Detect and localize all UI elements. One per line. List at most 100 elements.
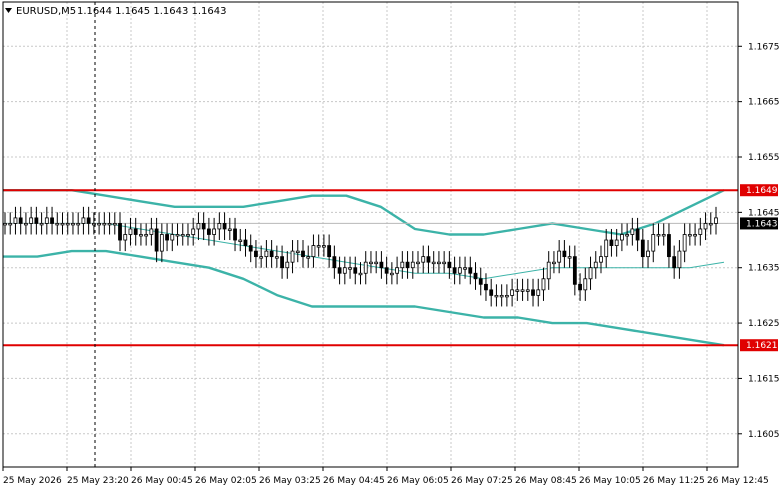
x-tick-label: 25 May 2026 — [3, 476, 62, 486]
candle-body — [301, 250, 305, 258]
candle-body — [118, 223, 122, 241]
candle — [217, 212, 222, 241]
candle-body — [3, 223, 7, 226]
candle-body — [687, 234, 692, 237]
candle-body — [599, 256, 603, 263]
y-tick-label: 1.1675 — [748, 42, 780, 52]
candle-body — [635, 228, 640, 241]
candle-body — [254, 250, 258, 258]
candle-body — [358, 272, 363, 276]
candle-body — [614, 239, 619, 246]
candle-body — [452, 267, 457, 274]
candle — [248, 234, 253, 263]
candle-body — [557, 250, 562, 263]
candle-body — [593, 261, 598, 269]
candle — [619, 223, 624, 252]
candle — [677, 240, 682, 279]
candle — [640, 228, 645, 268]
candle-body — [567, 256, 572, 259]
candle-body — [186, 234, 190, 237]
candle-body — [222, 223, 227, 230]
candle — [86, 206, 91, 235]
candle-body — [180, 234, 185, 237]
candle — [107, 212, 112, 235]
candle-body — [578, 283, 582, 291]
candle-body — [13, 217, 18, 224]
candle — [667, 223, 671, 268]
x-tick-label: 26 May 08:45 — [515, 476, 577, 486]
candle — [81, 206, 86, 235]
candle-body — [651, 234, 656, 252]
candle-body — [499, 294, 504, 298]
candle-body — [421, 256, 426, 263]
candle-body — [227, 228, 232, 231]
candle-body — [656, 234, 661, 237]
candle-body — [337, 267, 342, 274]
candle-body — [332, 256, 337, 269]
candle-body — [201, 223, 206, 230]
candle — [159, 223, 164, 263]
candle — [60, 212, 65, 235]
current-price-label: 1.1643 — [746, 219, 778, 229]
candle — [186, 223, 190, 246]
candle — [468, 256, 473, 285]
candle — [442, 251, 447, 274]
candle-body — [682, 234, 687, 252]
candle-body — [504, 294, 509, 298]
bollinger-bands — [3, 189, 725, 347]
candle-body — [588, 267, 593, 280]
candle-body — [395, 267, 399, 274]
candle-body — [431, 261, 436, 265]
candle-body — [625, 234, 630, 237]
candle — [473, 262, 478, 290]
candle-body — [473, 272, 478, 280]
candle-body — [128, 228, 133, 235]
candle-body — [259, 256, 264, 259]
candle-body — [144, 234, 149, 237]
candle-body — [416, 261, 420, 265]
candle — [327, 234, 332, 268]
candle — [259, 245, 264, 268]
candle — [651, 223, 656, 263]
horizontal-levels[interactable]: 1.1649 1.1621 — [3, 184, 778, 352]
candle — [112, 212, 117, 235]
candle — [311, 234, 316, 268]
candle-body — [405, 261, 410, 269]
candle — [337, 256, 342, 285]
candle — [280, 245, 284, 279]
candle — [599, 245, 603, 274]
candle-body — [159, 234, 164, 252]
candle — [332, 245, 337, 279]
candle-body — [55, 223, 60, 226]
candle-body — [191, 228, 196, 235]
x-tick-label: 26 May 11:25 — [643, 476, 705, 486]
candle — [180, 223, 185, 246]
candle — [50, 206, 54, 235]
candle — [358, 262, 363, 285]
candle — [499, 284, 504, 307]
candle — [635, 217, 640, 252]
candle — [238, 228, 243, 252]
candle-body — [34, 217, 39, 224]
candle-body — [154, 228, 159, 252]
candle — [212, 217, 217, 246]
candle — [478, 267, 483, 296]
candle — [410, 251, 415, 279]
candle-body — [102, 223, 107, 226]
candle-body — [619, 234, 624, 241]
bollinger-middle-band — [3, 222, 725, 280]
candle-body — [646, 250, 650, 258]
candle — [369, 251, 373, 274]
dropdown-arrow-icon[interactable] — [5, 8, 12, 13]
x-tick-label: 26 May 10:05 — [579, 476, 641, 486]
candle — [175, 223, 180, 246]
candle — [552, 251, 556, 274]
candle-body — [672, 256, 677, 269]
candle — [222, 212, 227, 241]
candle-body — [667, 234, 671, 258]
ohlc-values: 1.1644 1.1645 1.1643 1.1643 — [77, 6, 227, 17]
candle-body — [217, 223, 222, 230]
candle — [562, 240, 567, 268]
